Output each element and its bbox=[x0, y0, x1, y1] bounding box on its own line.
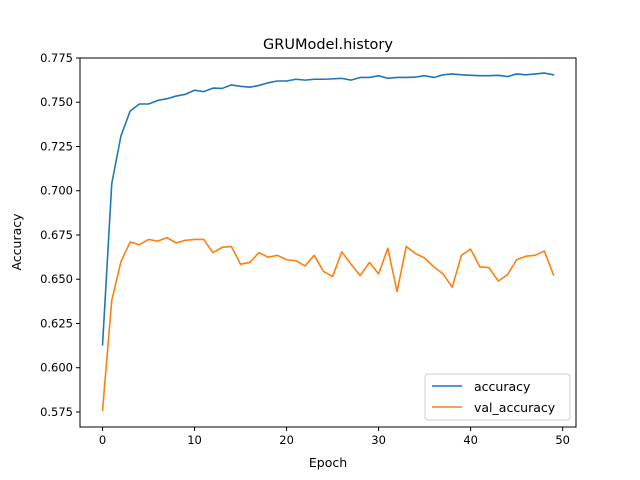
plot-frame bbox=[79, 57, 577, 428]
y-tick-label: 0.700 bbox=[40, 184, 73, 198]
x-tick-label: 40 bbox=[463, 433, 478, 447]
y-tick-label: 0.775 bbox=[40, 51, 73, 65]
legend-label-accuracy: accuracy bbox=[474, 379, 531, 394]
y-tick-label: 0.725 bbox=[40, 139, 73, 153]
plot-lines bbox=[101, 72, 555, 412]
series-line-val-accuracy bbox=[101, 236, 555, 412]
y-tick-label: 0.650 bbox=[40, 272, 73, 286]
x-tick-label: 30 bbox=[371, 433, 386, 447]
x-axis-label: Epoch bbox=[309, 455, 347, 470]
x-tick-label: 50 bbox=[555, 433, 570, 447]
chart-title: GRUModel.history bbox=[263, 37, 393, 53]
x-tick-label: 10 bbox=[187, 433, 202, 447]
series-line-accuracy bbox=[101, 72, 555, 346]
legend-label-val-accuracy: val_accuracy bbox=[474, 400, 556, 415]
y-tick-label: 0.750 bbox=[40, 95, 73, 109]
x-tick-label: 20 bbox=[279, 433, 294, 447]
y-tick-label: 0.575 bbox=[40, 405, 73, 419]
axis-ticks: 0 10 20 30 40 50 0.575 0.600 0.625 0.650 0.675 0.70… bbox=[40, 51, 570, 447]
x-tick-label: 0 bbox=[99, 433, 106, 447]
y-tick-label: 0.625 bbox=[40, 316, 73, 330]
legend: accuracy val_accuracy bbox=[424, 373, 571, 421]
y-tick-label: 0.600 bbox=[40, 361, 73, 375]
y-tick-label: 0.675 bbox=[40, 228, 73, 242]
y-axis-label: Accuracy bbox=[9, 213, 24, 271]
